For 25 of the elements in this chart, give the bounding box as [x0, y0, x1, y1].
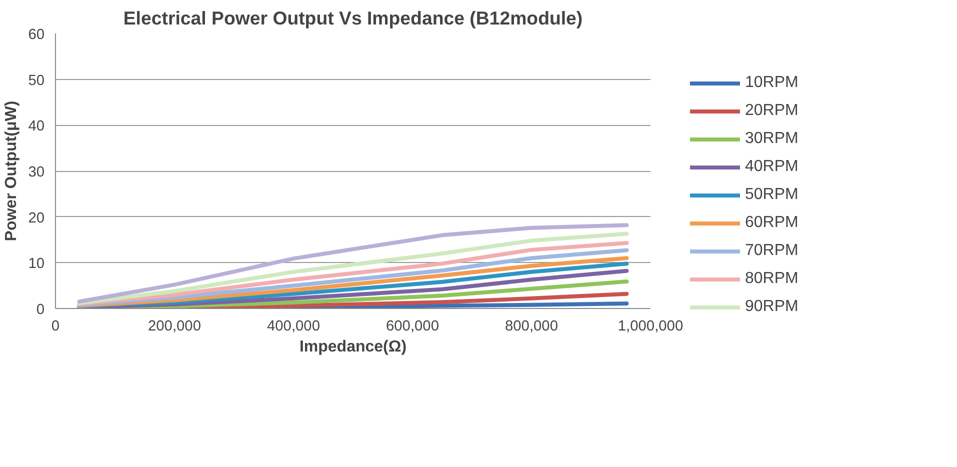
x-tick-label: 200,000	[148, 318, 201, 334]
legend-label: 50RPM	[745, 186, 798, 204]
legend-label: 80RPM	[745, 270, 798, 288]
y-tick-label: 10	[28, 256, 45, 272]
x-tick-label: 0	[51, 318, 60, 334]
y-tick-label: 20	[28, 210, 45, 226]
y-tick-label: 40	[28, 118, 45, 135]
legend-label: 10RPM	[745, 74, 798, 92]
legend-label: 70RPM	[745, 242, 798, 260]
legend-label: 20RPM	[745, 102, 798, 120]
chart-title: Electrical Power Output Vs Impedance (B12module)	[123, 8, 583, 28]
x-tick-label: 600,000	[386, 318, 439, 334]
y-tick-label: 60	[28, 27, 45, 43]
legend-label: 90RPM	[745, 298, 798, 316]
legend-label: 30RPM	[745, 130, 798, 148]
x-tick-label: 800,000	[505, 318, 558, 334]
legend-label: 60RPM	[745, 214, 798, 232]
x-tick-label: 400,000	[267, 318, 320, 334]
y-axis-title: Power Output(μW)	[3, 100, 20, 242]
y-tick-label: 30	[28, 164, 45, 180]
legend-label: 40RPM	[745, 158, 798, 176]
x-tick-label: 1,000,000	[618, 318, 684, 334]
y-tick-label: 0	[36, 302, 45, 318]
y-tick-label: 50	[28, 72, 45, 89]
x-axis-title: Impedance(Ω)	[299, 338, 407, 356]
